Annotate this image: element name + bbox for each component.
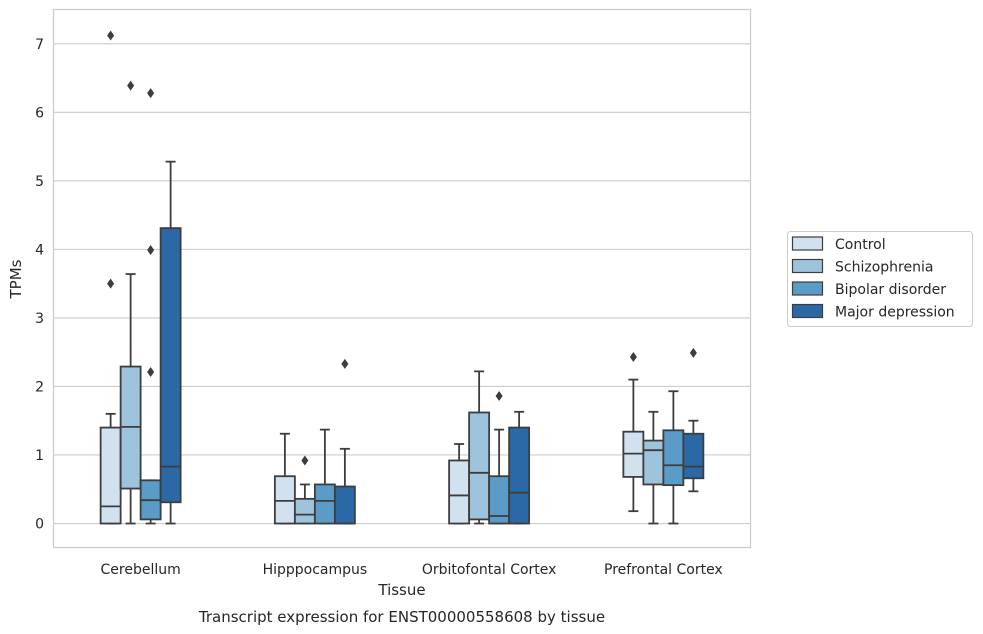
x-axis-label: Tissue xyxy=(377,581,425,599)
legend-item-bipolar-disorder: Bipolar disorder xyxy=(791,281,946,298)
box-iqr xyxy=(508,426,531,525)
outlier-point xyxy=(689,347,697,358)
box-iqr xyxy=(293,497,316,525)
box-iqr xyxy=(273,475,296,525)
boxplots xyxy=(99,30,705,525)
y-tick-label: 2 xyxy=(35,379,44,395)
legend: Control Schizophrenia Bipolar disorder Majo… xyxy=(787,231,973,327)
outlier-point xyxy=(147,245,155,256)
x-tick-label: Orbitofontal Cortex xyxy=(422,562,557,578)
box-hipppocampus-schizophrenia xyxy=(293,455,316,525)
outlier-point xyxy=(107,30,115,41)
box-hipppocampus-major-depression xyxy=(333,358,356,525)
x-tick-labels: Cerebellum Hipppocampus Orbitofontal Corte… xyxy=(101,562,723,578)
y-tick-label: 3 xyxy=(35,311,44,327)
box-cerebellum-major-depression xyxy=(159,160,182,525)
box-iqr xyxy=(313,483,336,525)
outlier-point xyxy=(341,358,349,369)
box-prefrontal-cortex-schizophrenia xyxy=(642,410,665,525)
y-tick-label: 0 xyxy=(35,517,44,533)
legend-item-major-depression: Major depression xyxy=(791,303,955,321)
box-orbitofontal-cortex-bipolar-disorder xyxy=(488,391,511,525)
legend-item-schizophrenia: Schizophrenia xyxy=(791,258,933,276)
outlier-point xyxy=(629,351,637,362)
box-cerebellum-bipolar-disorder xyxy=(139,88,162,525)
outlier-point xyxy=(495,391,503,402)
legend-swatch xyxy=(791,281,824,296)
y-tick-label: 6 xyxy=(35,105,44,121)
box-orbitofontal-cortex-major-depression xyxy=(508,410,531,525)
y-tick-label: 4 xyxy=(35,242,44,258)
legend-label: Bipolar disorder xyxy=(835,282,946,298)
legend-swatch xyxy=(791,258,824,274)
box-iqr xyxy=(642,439,665,486)
box-iqr xyxy=(662,429,685,487)
y-tick-label: 5 xyxy=(35,174,44,190)
y-tick-label: 7 xyxy=(35,37,44,53)
outlier-point xyxy=(301,455,309,466)
box-prefrontal-cortex-control xyxy=(622,351,645,513)
chart-caption: Transcript expression for ENST0000055860… xyxy=(198,608,605,626)
outlier-point xyxy=(147,367,155,378)
box-iqr xyxy=(682,432,705,480)
y-tick-labels: 0 1 2 3 4 5 6 7 xyxy=(35,37,44,533)
box-iqr xyxy=(333,485,356,525)
legend-swatch xyxy=(791,236,824,251)
box-hipppocampus-bipolar-disorder xyxy=(313,428,336,525)
legend-frame xyxy=(787,231,973,327)
outlier-point xyxy=(127,80,135,91)
outlier-point xyxy=(107,278,115,289)
box-orbitofontal-cortex-schizophrenia xyxy=(468,370,491,525)
x-tick-label: Hipppocampus xyxy=(263,562,368,578)
box-iqr xyxy=(99,426,122,525)
box-iqr xyxy=(448,459,471,525)
box-iqr xyxy=(159,227,182,504)
box-cerebellum-schizophrenia xyxy=(119,80,142,525)
y-axis-label: TPMs xyxy=(7,259,25,299)
box-iqr xyxy=(468,411,491,521)
legend-label: Schizophrenia xyxy=(835,260,933,276)
legend-item-control: Control xyxy=(791,236,886,253)
legend-swatch xyxy=(791,303,824,319)
plot-area-frame xyxy=(52,8,752,549)
box-prefrontal-cortex-major-depression xyxy=(682,347,705,493)
legend-label: Major depression xyxy=(835,305,955,321)
y-tick-label: 1 xyxy=(35,448,44,464)
legend-label: Control xyxy=(835,237,886,253)
x-tick-label: Cerebellum xyxy=(101,562,181,578)
box-cerebellum-control xyxy=(99,30,122,525)
box-hipppocampus-control xyxy=(273,432,296,525)
box-prefrontal-cortex-bipolar-disorder xyxy=(662,390,685,525)
x-tick-label: Prefrontal Cortex xyxy=(604,562,723,578)
outlier-point xyxy=(147,88,155,99)
box-orbitofontal-cortex-control xyxy=(448,443,471,525)
